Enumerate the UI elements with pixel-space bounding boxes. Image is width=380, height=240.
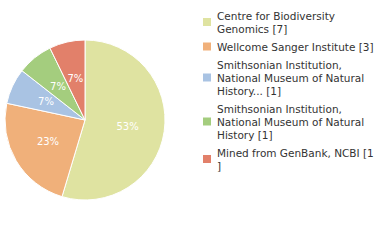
svg-text:History... [1]: History... [1] bbox=[217, 85, 281, 97]
svg-text:History [1]: History [1] bbox=[217, 129, 273, 141]
svg-text:Smithsonian Institution,: Smithsonian Institution, bbox=[217, 59, 345, 71]
svg-text:Genomics [7]: Genomics [7] bbox=[217, 23, 287, 35]
svg-text:National Museum of Natural: National Museum of Natural bbox=[217, 116, 367, 128]
svg-text:]: ] bbox=[217, 160, 221, 172]
svg-text:National Museum of Natural: National Museum of Natural bbox=[217, 72, 367, 84]
svg-text:Mined from GenBank, NCBI [1: Mined from GenBank, NCBI [1 bbox=[217, 147, 374, 159]
svg-text:Smithsonian Institution,: Smithsonian Institution, bbox=[217, 103, 345, 115]
svg-text:7%: 7% bbox=[50, 81, 66, 92]
svg-text:Centre for Biodiversity: Centre for Biodiversity bbox=[217, 10, 338, 22]
svg-text:53%: 53% bbox=[116, 121, 138, 132]
svg-text:7%: 7% bbox=[67, 73, 83, 84]
svg-text:23%: 23% bbox=[37, 136, 59, 147]
svg-text:Wellcome Sanger Institute [3]: Wellcome Sanger Institute [3] bbox=[217, 41, 374, 53]
svg-text:7%: 7% bbox=[38, 96, 54, 107]
